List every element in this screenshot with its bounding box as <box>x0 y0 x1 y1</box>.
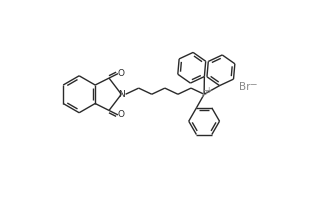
Text: O: O <box>118 69 124 78</box>
Text: P: P <box>202 90 208 99</box>
Text: N: N <box>118 90 125 99</box>
Text: +: + <box>205 86 211 95</box>
Text: −: − <box>249 79 256 88</box>
Text: Br: Br <box>239 82 250 92</box>
Text: O: O <box>118 110 124 119</box>
